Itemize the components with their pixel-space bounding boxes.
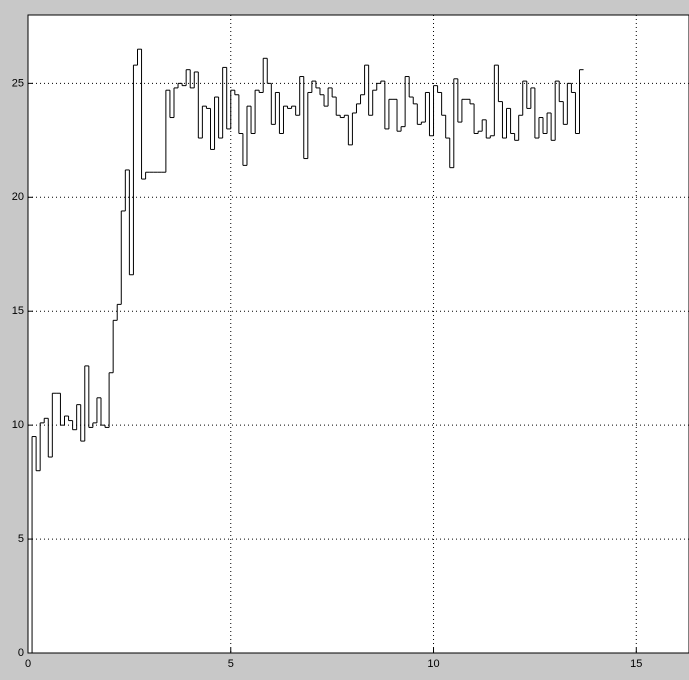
x-tick-label: 0 — [25, 658, 31, 670]
y-tick-label: 5 — [18, 533, 24, 545]
x-tick-label: 10 — [427, 658, 439, 670]
x-tick-label: 5 — [228, 658, 234, 670]
y-tick-label: 10 — [12, 419, 24, 431]
y-tick-label: 25 — [12, 77, 24, 89]
y-tick-label: 0 — [18, 647, 24, 659]
plot-area — [27, 14, 689, 654]
x-tick-label: 15 — [630, 658, 642, 670]
y-tick-label: 20 — [12, 191, 24, 203]
y-tick-label: 15 — [12, 305, 24, 317]
